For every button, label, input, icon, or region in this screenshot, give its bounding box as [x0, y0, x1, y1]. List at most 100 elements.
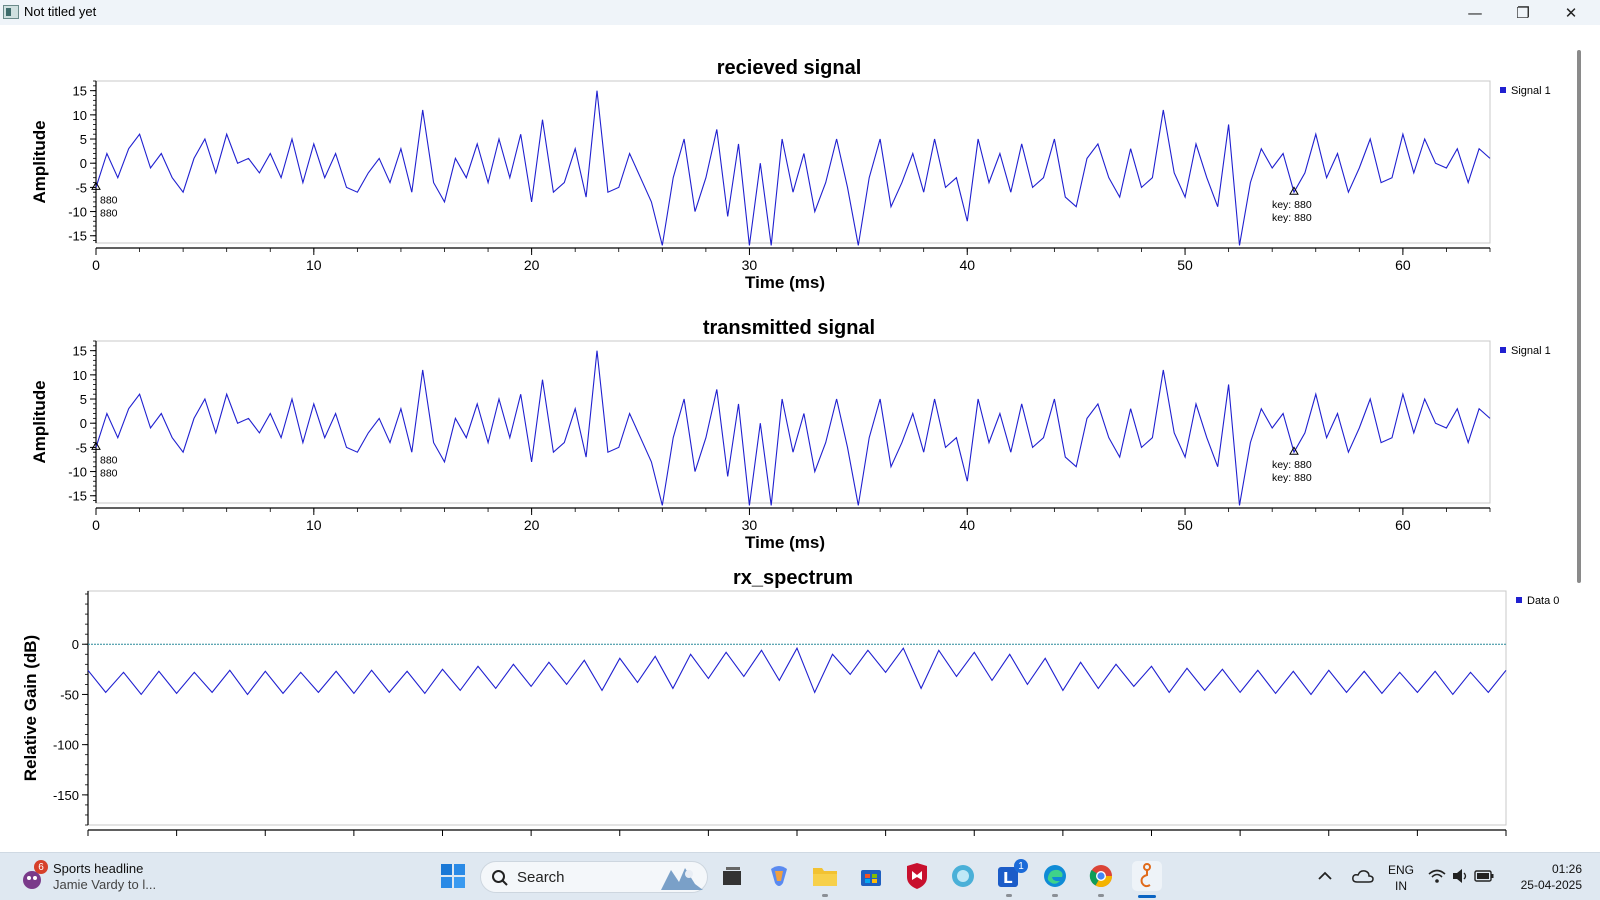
y-tick-label: -15: [68, 229, 87, 244]
x-tick-label: 30: [742, 517, 758, 533]
x-axis-label: Time (ms): [745, 273, 825, 292]
legend-marker: [1500, 347, 1506, 353]
file-explorer-icon[interactable]: [810, 861, 840, 891]
marker-label: key: 880: [1272, 459, 1312, 471]
x-tick-label: 10: [306, 257, 322, 273]
y-tick-label: -50: [60, 687, 79, 702]
legend-label: Signal 1: [1511, 85, 1551, 97]
chart-2: transmitted signal151050-5-10-15Amplitud…: [30, 317, 1551, 552]
marker-label: 880: [100, 194, 118, 206]
language-code[interactable]: ENG: [1387, 863, 1414, 877]
marker-label: key: 880: [1272, 212, 1312, 224]
x-axis-label: Time (ms): [745, 533, 825, 552]
y-tick-label: 0: [72, 637, 79, 652]
legend-marker: [1516, 597, 1522, 603]
news-subtext: Jamie Vardy to l...: [53, 877, 157, 892]
legend-label: Data 0: [1527, 595, 1559, 607]
y-tick-label: 15: [73, 344, 87, 359]
x-tick-label: 0: [92, 257, 100, 273]
store-icon[interactable]: [856, 861, 886, 891]
chevron-up-icon[interactable]: [1318, 871, 1332, 881]
marker-triangle: [91, 441, 101, 450]
series-line: [87, 646, 1507, 696]
chart-title: transmitted signal: [703, 317, 875, 339]
y-axis-label: Amplitude: [30, 120, 49, 203]
marker-triangle: [1289, 186, 1299, 195]
x-tick-label: 20: [524, 257, 540, 273]
clock-date: 25-04-2025: [1520, 878, 1582, 892]
x-tick-label: 50: [1177, 517, 1193, 533]
search-placeholder: Search: [517, 869, 565, 886]
news-headline: Sports headline: [53, 861, 144, 876]
marker-label: 880: [100, 207, 118, 219]
y-tick-label: -10: [68, 465, 87, 480]
marker-triangle: [91, 181, 101, 190]
plot-area: [87, 590, 1507, 826]
system-clock[interactable]: 01:26 25-04-2025: [1496, 861, 1582, 893]
svg-text:L: L: [1003, 869, 1013, 887]
search-icon: [492, 870, 508, 886]
app-icon[interactable]: [948, 861, 978, 891]
window-titlebar: Not titled yet — ❐ ✕: [0, 0, 1600, 25]
teams-running-indicator: [1006, 894, 1012, 897]
edge-running-indicator: [1052, 894, 1058, 897]
plot-area: [95, 340, 1491, 504]
chrome-running-indicator: [1098, 894, 1104, 897]
mcafee-icon[interactable]: [902, 861, 932, 891]
weather-widget[interactable]: 6 Sports headline Jamie Vardy to l...: [20, 860, 200, 896]
language-region[interactable]: IN: [1395, 879, 1407, 893]
close-button[interactable]: ✕: [1564, 3, 1578, 22]
y-tick-label: -5: [75, 180, 87, 195]
y-tick-label: 0: [80, 416, 87, 431]
chart-3: rx_spectrum 0 -50 -100 -150 Relative Gain (dB…: [21, 567, 1559, 836]
taskview-icon[interactable]: [717, 861, 747, 891]
legend-marker: [1500, 87, 1506, 93]
series-line: [95, 350, 1491, 506]
taskbar: 6 Sports headline Jamie Vardy to l... Se…: [0, 852, 1600, 900]
vertical-scrollbar[interactable]: [1577, 50, 1581, 583]
chart-title: rx_spectrum: [733, 567, 853, 589]
minimize-button[interactable]: —: [1467, 3, 1483, 22]
volume-icon[interactable]: [1452, 868, 1470, 884]
y-axis-label: Amplitude: [30, 380, 49, 463]
x-tick-label: 40: [959, 257, 975, 273]
copilot-icon[interactable]: [764, 861, 794, 891]
python-app-icon[interactable]: [1132, 861, 1162, 891]
edge-icon[interactable]: [1040, 861, 1070, 891]
y-tick-label: -100: [53, 738, 79, 753]
teams-icon[interactable]: L: [994, 861, 1024, 891]
y-tick-label: 5: [80, 132, 87, 147]
marker-label: 880: [100, 467, 118, 479]
file-explorer-running-indicator: [822, 894, 828, 897]
y-tick-label: 10: [73, 368, 87, 383]
legend-label: Signal 1: [1511, 345, 1551, 357]
start-icon[interactable]: [438, 861, 468, 891]
teams-badge: 1: [1014, 859, 1028, 873]
x-tick-label: 0: [92, 517, 100, 533]
app-window-icon: [3, 5, 19, 19]
chrome-icon[interactable]: [1086, 861, 1116, 891]
active-app-indicator: [1138, 895, 1156, 898]
y-tick-label: 10: [73, 108, 87, 123]
onedrive-icon[interactable]: [1352, 868, 1374, 884]
x-tick-label: 50: [1177, 257, 1193, 273]
taskbar-search[interactable]: Search: [480, 861, 708, 893]
battery-icon[interactable]: [1474, 870, 1494, 882]
search-highlight-icon: [661, 868, 703, 890]
news-widget-icon: [23, 871, 41, 889]
marker-label: key: 880: [1272, 472, 1312, 484]
wifi-icon[interactable]: [1428, 868, 1446, 884]
maximize-button[interactable]: ❐: [1516, 3, 1530, 22]
marker-triangle: [1289, 446, 1299, 455]
window-title: Not titled yet: [24, 4, 97, 19]
x-tick-label: 30: [742, 257, 758, 273]
x-tick-label: 60: [1395, 257, 1411, 273]
x-tick-label: 10: [306, 517, 322, 533]
y-tick-label: 5: [80, 392, 87, 407]
y-tick-label: 15: [73, 84, 87, 99]
x-tick-label: 60: [1395, 517, 1411, 533]
chart-title: recieved signal: [717, 57, 862, 79]
y-axis-label: Relative Gain (dB): [21, 635, 40, 781]
